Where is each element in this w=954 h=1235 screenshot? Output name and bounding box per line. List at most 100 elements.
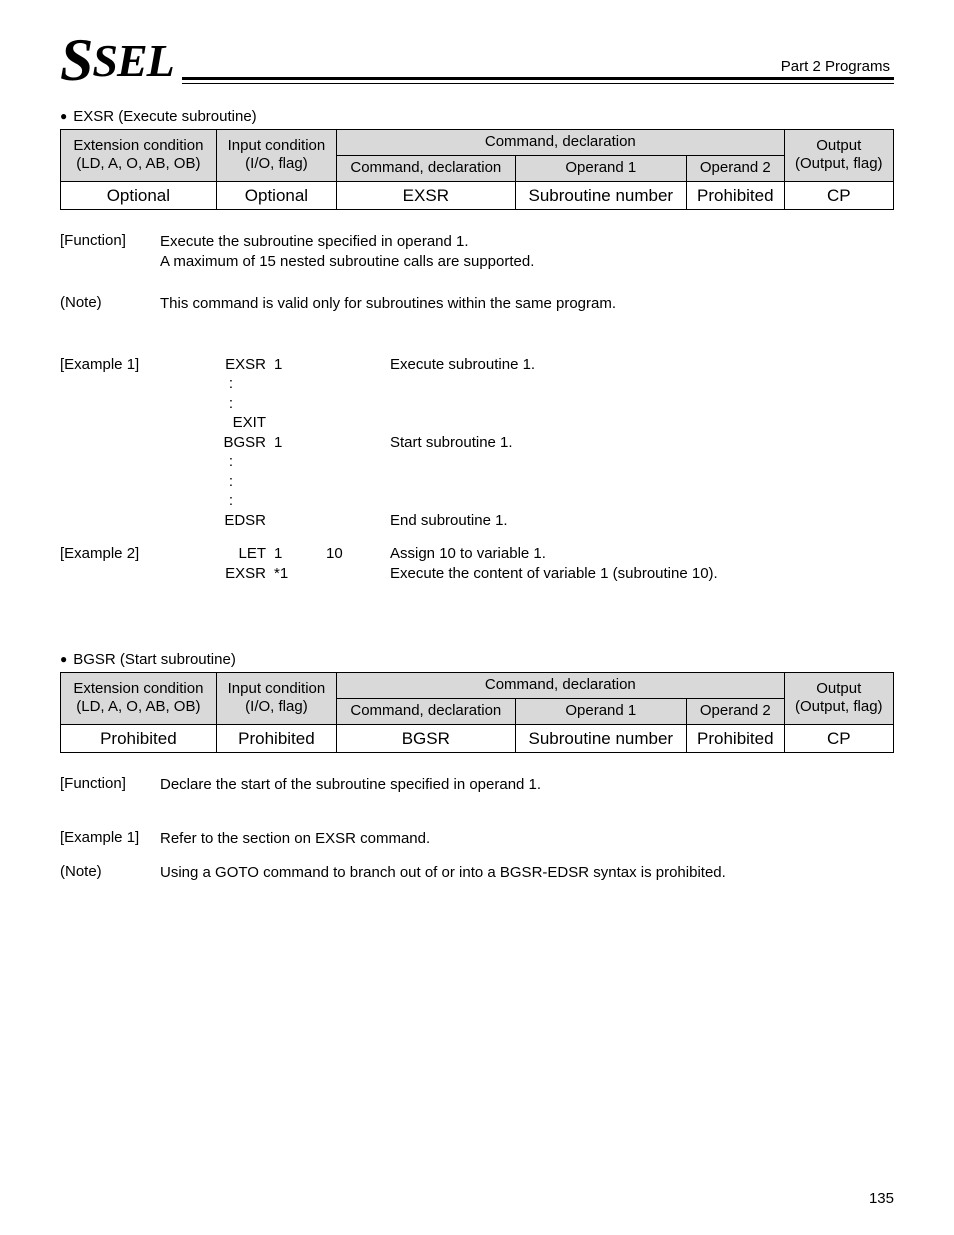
example-row: :: [60, 491, 543, 511]
ex-cmd: EDSR: [196, 511, 274, 531]
page-number: 135: [869, 1190, 894, 1207]
th-ext-cond-l1: Extension condition: [73, 137, 203, 154]
th-op1: Operand 1: [515, 155, 687, 181]
ex-op1: *1: [274, 564, 326, 584]
function-content: Declare the start of the subroutine spec…: [160, 775, 894, 795]
td-out: CP: [784, 181, 893, 209]
section-title-bgsr: BGSR (Start subroutine): [60, 651, 894, 668]
td-op2: Prohibited: [687, 181, 784, 209]
command-table-exsr: Extension condition (LD, A, O, AB, OB) I…: [60, 129, 894, 210]
ex-cmd: :: [196, 452, 274, 472]
ex-op2: [326, 355, 390, 375]
td-out: CP: [784, 724, 893, 752]
ex-cmd: EXSR: [196, 355, 274, 375]
examples-exsr: [Example 1] EXSR 1 Execute subroutine 1.…: [60, 337, 894, 584]
note-label: (Note): [60, 863, 160, 880]
function-line-1: Execute the subroutine specified in oper…: [160, 233, 469, 250]
ex-op1: 1: [274, 355, 326, 375]
ex-cmd: EXIT: [196, 413, 274, 433]
ex-op2: 10: [326, 544, 390, 564]
th-output: Output (Output, flag): [784, 673, 893, 725]
command-table-bgsr: Extension condition (LD, A, O, AB, OB) I…: [60, 672, 894, 753]
example-2-table: [Example 2] LET 1 10 Assign 10 to variab…: [60, 544, 726, 583]
example-row: :: [60, 472, 543, 492]
example-1-table: [Example 1] EXSR 1 Execute subroutine 1.…: [60, 355, 543, 531]
double-rule: [182, 77, 894, 84]
ex-cmd: :: [196, 394, 274, 414]
ex-cmd: :: [196, 374, 274, 394]
note-row: (Note) This command is valid only for su…: [60, 294, 894, 314]
td-cmd: BGSR: [337, 724, 515, 752]
ex-cmd: LET: [196, 544, 274, 564]
note-content: Using a GOTO command to branch out of or…: [160, 863, 894, 883]
ex-cmd: BGSR: [196, 433, 274, 453]
note-label: (Note): [60, 294, 160, 311]
example-row: [Example 2] LET 1 10 Assign 10 to variab…: [60, 544, 726, 564]
ex-desc: Execute the content of variable 1 (subro…: [390, 564, 726, 584]
td-op2: Prohibited: [687, 724, 784, 752]
th-op2: Operand 2: [687, 155, 784, 181]
header-rule: Part 2 Programs: [182, 58, 894, 90]
function-label: [Function]: [60, 775, 160, 792]
th-ext-cond-l2: (LD, A, O, AB, OB): [76, 155, 200, 172]
example-row: EDSR End subroutine 1.: [60, 511, 543, 531]
function-block-bgsr: [Function] Declare the start of the subr…: [60, 775, 894, 884]
th-output-l1: Output: [816, 680, 861, 697]
function-row: [Function] Declare the start of the subr…: [60, 775, 894, 795]
ex-desc: Start subroutine 1.: [390, 433, 543, 453]
ex-op1: 1: [274, 544, 326, 564]
page-header: SSEL Part 2 Programs: [60, 30, 894, 90]
td-op1: Subroutine number: [515, 724, 687, 752]
th-input-cond-l2: (I/O, flag): [245, 698, 308, 715]
logo-text: SEL: [92, 35, 173, 86]
function-line-2: A maximum of 15 nested subroutine calls …: [160, 253, 534, 270]
example-row: :: [60, 452, 543, 472]
example-1-label: [Example 1]: [60, 355, 196, 375]
td-inp: Optional: [216, 181, 336, 209]
th-input-cond-l2: (I/O, flag): [245, 155, 308, 172]
page: SSEL Part 2 Programs EXSR (Execute subro…: [0, 0, 954, 1235]
th-input-cond: Input condition (I/O, flag): [216, 130, 336, 182]
th-input-cond-l1: Input condition: [228, 137, 326, 154]
example-row: EXSR *1 Execute the content of variable …: [60, 564, 726, 584]
section-title-exsr: EXSR (Execute subroutine): [60, 108, 894, 125]
ex-desc: Assign 10 to variable 1.: [390, 544, 726, 564]
th-cmd-span: Command, declaration: [337, 673, 784, 699]
function-block-exsr: [Function] Execute the subroutine specif…: [60, 232, 894, 315]
td-inp: Prohibited: [216, 724, 336, 752]
ex-cmd: :: [196, 491, 274, 511]
td-ext: Optional: [61, 181, 217, 209]
example1-content: Refer to the section on EXSR command.: [160, 829, 894, 849]
th-op2: Operand 2: [687, 698, 784, 724]
td-cmd: EXSR: [337, 181, 515, 209]
th-ext-cond: Extension condition (LD, A, O, AB, OB): [61, 673, 217, 725]
ex-cmd: EXSR: [196, 564, 274, 584]
example-row: BGSR 1 Start subroutine 1.: [60, 433, 543, 453]
function-content: Execute the subroutine specified in oper…: [160, 232, 894, 273]
th-output: Output (Output, flag): [784, 130, 893, 182]
example-row: :: [60, 394, 543, 414]
td-ext: Prohibited: [61, 724, 217, 752]
example-2-label: [Example 2]: [60, 544, 196, 564]
ex-desc: End subroutine 1.: [390, 511, 543, 531]
th-output-l2: (Output, flag): [795, 698, 883, 715]
example1-row: [Example 1] Refer to the section on EXSR…: [60, 829, 894, 849]
example-row: [Example 1] EXSR 1 Execute subroutine 1.: [60, 355, 543, 375]
th-cmd-decl: Command, declaration: [337, 698, 515, 724]
th-output-l1: Output: [816, 137, 861, 154]
ex-cmd: :: [196, 472, 274, 492]
note-content: This command is valid only for subroutin…: [160, 294, 894, 314]
function-row: [Function] Execute the subroutine specif…: [60, 232, 894, 273]
th-output-l2: (Output, flag): [795, 155, 883, 172]
th-op1: Operand 1: [515, 698, 687, 724]
th-ext-cond-l1: Extension condition: [73, 680, 203, 697]
example1-label: [Example 1]: [60, 829, 160, 846]
note-row-bgsr: (Note) Using a GOTO command to branch ou…: [60, 863, 894, 883]
table-row: Optional Optional EXSR Subroutine number…: [61, 181, 894, 209]
th-input-cond-l1: Input condition: [228, 680, 326, 697]
th-ext-cond-l2: (LD, A, O, AB, OB): [76, 698, 200, 715]
example-row: EXIT: [60, 413, 543, 433]
th-cmd-decl: Command, declaration: [337, 155, 515, 181]
logo: SSEL: [60, 30, 182, 90]
part-label: Part 2 Programs: [182, 58, 894, 77]
